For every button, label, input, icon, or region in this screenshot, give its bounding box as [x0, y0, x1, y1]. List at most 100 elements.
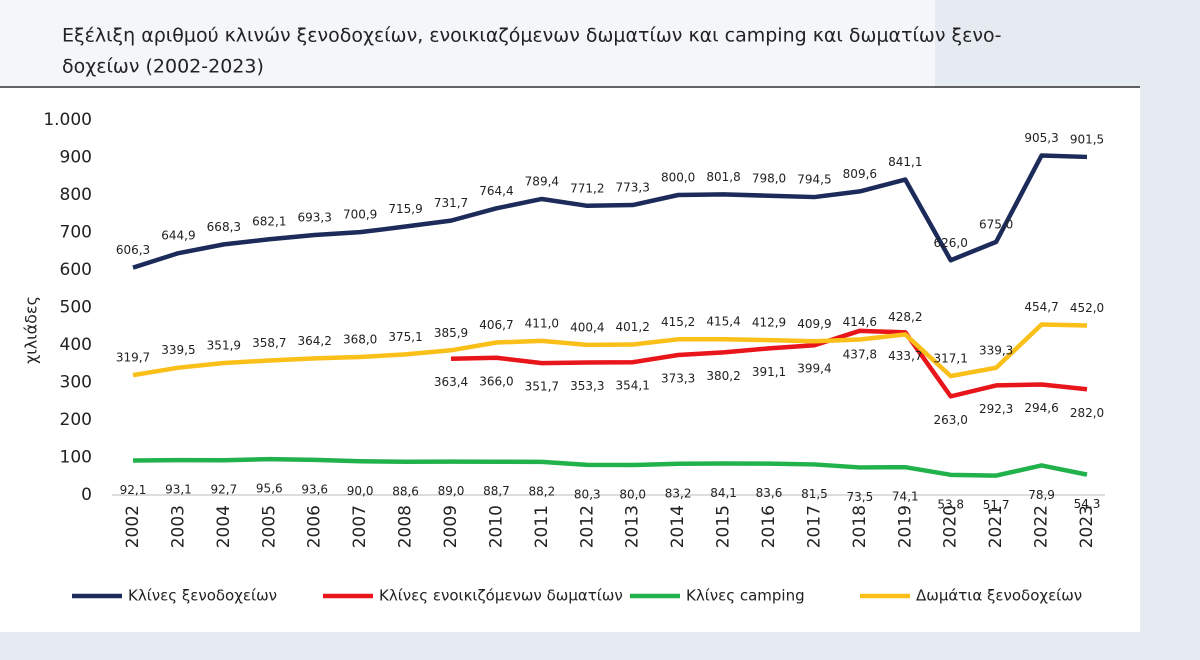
x-tick-label: 2018	[850, 505, 870, 548]
y-tick-label: 300	[60, 373, 92, 393]
y-tick-label: 700	[60, 223, 92, 243]
series-line	[450, 328, 1088, 399]
x-tick-label: 2003	[168, 505, 188, 548]
y-tick-label: 0	[81, 485, 92, 505]
data-label: 294,6	[1024, 401, 1058, 415]
data-label: 437,8	[843, 347, 877, 361]
x-tick-label: 2016	[759, 505, 779, 548]
y-tick-label: 200	[60, 410, 92, 430]
data-label: 54,3	[1074, 497, 1101, 511]
x-tick-label: 2020	[941, 505, 961, 548]
data-label: 363,4	[434, 375, 468, 389]
data-label: 771,2	[570, 181, 604, 195]
data-label: 263,0	[934, 413, 968, 427]
data-label: 368,0	[343, 333, 377, 347]
data-label: 92,7	[210, 483, 237, 497]
data-label: 89,0	[438, 484, 465, 498]
data-label: 401,2	[616, 320, 650, 334]
data-label: 90,0	[347, 484, 374, 498]
x-tick-label: 2005	[259, 505, 279, 548]
y-tick-label: 800	[60, 185, 92, 205]
data-label: 80,0	[619, 488, 646, 502]
data-label: 53,8	[937, 497, 964, 511]
data-label: 319,7	[116, 351, 150, 365]
title-background	[0, 0, 935, 88]
data-label: 73,5	[846, 490, 873, 504]
x-tick-label: 2022	[1032, 505, 1052, 548]
y-tick-label: 500	[60, 298, 92, 318]
x-tick-label: 2014	[668, 505, 688, 548]
data-label: 282,0	[1070, 406, 1104, 420]
x-tick-label: 2019	[895, 505, 915, 548]
data-label: 88,7	[483, 484, 510, 498]
y-tick-label: 100	[60, 448, 92, 468]
data-label: 809,6	[843, 167, 877, 181]
data-label: 399,4	[797, 362, 831, 376]
x-tick-label: 2002	[123, 505, 143, 548]
data-label: 92,1	[120, 483, 147, 497]
data-label: 644,9	[161, 229, 195, 243]
data-label: 798,0	[752, 171, 786, 185]
data-label: 80,3	[574, 487, 601, 501]
data-label: 366,0	[479, 374, 513, 388]
data-label: 358,7	[252, 336, 286, 350]
data-label: 905,3	[1024, 131, 1058, 145]
data-label: 81,5	[801, 487, 828, 501]
x-tick-label: 2006	[305, 505, 325, 548]
data-label: 339,5	[161, 343, 195, 357]
data-label: 88,2	[528, 484, 555, 498]
data-label: 414,6	[843, 315, 877, 329]
data-label: 83,6	[756, 486, 783, 500]
data-label: 668,3	[207, 220, 241, 234]
data-label: 406,7	[479, 318, 513, 332]
data-label: 385,9	[434, 326, 468, 340]
legend-label: Κλίνες ξενοδοχείων	[128, 587, 277, 605]
data-label: 800,0	[661, 171, 695, 185]
y-tick-label: 900	[60, 148, 92, 168]
data-label: 626,0	[934, 236, 968, 250]
legend-label: Δωμάτια ξενοδοχείων	[916, 587, 1082, 605]
x-tick-label: 2008	[396, 505, 416, 548]
x-tick-label: 2012	[577, 505, 597, 548]
data-label: 364,2	[298, 334, 332, 348]
y-tick-label: 600	[60, 260, 92, 280]
data-label: 801,8	[706, 170, 740, 184]
data-label: 51,7	[983, 498, 1010, 512]
data-label: 789,4	[525, 174, 559, 188]
data-label: 452,0	[1070, 301, 1104, 315]
data-label: 773,3	[616, 181, 650, 195]
x-tick-label: 2010	[486, 505, 506, 548]
data-label: 84,1	[710, 486, 737, 500]
x-tick-label: 2023	[1077, 505, 1097, 548]
data-label: 74,1	[892, 490, 919, 504]
data-label: 428,2	[888, 310, 922, 324]
data-label: 433,7	[888, 349, 922, 363]
data-label: 375,1	[388, 330, 422, 344]
legend-label: Κλίνες ενοικιζόμενων δωματίων	[379, 587, 623, 605]
data-label: 454,7	[1024, 300, 1058, 314]
data-label: 715,9	[388, 202, 422, 216]
data-label: 95,6	[256, 482, 283, 496]
data-label: 400,4	[570, 320, 604, 334]
data-label: 83,2	[665, 486, 692, 500]
data-label: 391,1	[752, 365, 786, 379]
data-label: 88,6	[392, 484, 419, 498]
data-label: 415,2	[661, 315, 695, 329]
data-label: 606,3	[116, 243, 150, 257]
y-tick-label: 1.000	[43, 110, 92, 130]
y-tick-label: 400	[60, 335, 92, 355]
series-line	[132, 153, 1088, 270]
chart-title: δοχείων (2002-2023)	[62, 56, 264, 78]
data-label: 351,9	[207, 339, 241, 353]
data-label: 901,5	[1070, 132, 1104, 146]
data-label: 317,1	[934, 352, 968, 366]
data-label: 700,9	[343, 208, 377, 222]
data-label: 354,1	[616, 379, 650, 393]
series-line	[132, 322, 1088, 379]
data-label: 380,2	[706, 369, 740, 383]
x-tick-label: 2021	[986, 505, 1006, 548]
x-tick-label: 2011	[532, 505, 552, 548]
x-tick-label: 2009	[441, 505, 461, 548]
data-label: 693,3	[298, 211, 332, 225]
series-line	[132, 456, 1088, 478]
